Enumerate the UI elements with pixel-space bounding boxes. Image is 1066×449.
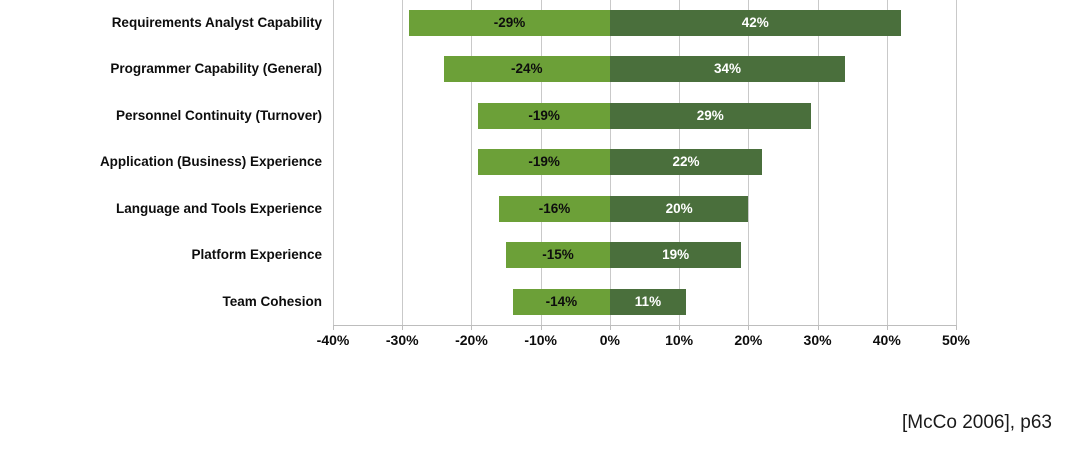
x-tick-label: 30% bbox=[803, 332, 832, 348]
bar-value-label: -14% bbox=[545, 293, 578, 309]
x-tick-label: 10% bbox=[665, 332, 694, 348]
tick-mark bbox=[609, 325, 611, 330]
chart-row: Platform Experience -15% 19% bbox=[0, 232, 1066, 278]
category-label: Team Cohesion bbox=[222, 293, 322, 309]
x-tick-label: 40% bbox=[872, 332, 901, 348]
bar-value-label: -19% bbox=[528, 107, 560, 123]
chart-row: Application (Business) Experience -19% 22% bbox=[0, 139, 1066, 185]
gridline bbox=[471, 0, 473, 325]
bar-negative: -19% bbox=[478, 102, 610, 129]
chart-row: Personnel Continuity (Turnover) -19% 29% bbox=[0, 93, 1066, 139]
x-tick-label: 50% bbox=[941, 332, 971, 348]
bar-value-label: 34% bbox=[714, 61, 742, 77]
bar-value-label: -19% bbox=[528, 154, 560, 170]
bar-negative: -15% bbox=[506, 242, 610, 269]
bar-positive: 11% bbox=[609, 288, 687, 315]
tick-mark bbox=[679, 325, 681, 330]
gridline bbox=[886, 0, 888, 325]
x-tick-label: 20% bbox=[734, 332, 763, 348]
bar-value-label: 42% bbox=[741, 15, 769, 30]
bar-value-label: 20% bbox=[665, 200, 693, 216]
bar-value-label: 19% bbox=[662, 247, 690, 263]
bar-value-label: 22% bbox=[672, 154, 700, 170]
bar-negative: -24% bbox=[443, 56, 610, 83]
bar-positive: 22% bbox=[609, 149, 763, 176]
category-label: Platform Experience bbox=[191, 247, 322, 263]
bar-value-label: -29% bbox=[493, 15, 526, 30]
x-tick-label: -40% bbox=[316, 332, 350, 348]
category-label: Application (Business) Experience bbox=[99, 154, 322, 170]
bar-negative: -19% bbox=[478, 149, 610, 176]
chart-row: Programmer Capability (General) -24% 34% bbox=[0, 46, 1066, 92]
gridline bbox=[956, 0, 957, 325]
category-label: Programmer Capability (General) bbox=[110, 61, 322, 77]
bar-positive: 19% bbox=[609, 242, 742, 269]
category-label: Personnel Continuity (Turnover) bbox=[115, 107, 322, 123]
tick-mark bbox=[402, 325, 404, 330]
bar-value-label: 29% bbox=[696, 107, 724, 123]
chart-row: Language and Tools Experience -16% 20% bbox=[0, 186, 1066, 232]
bar-value-label: -24% bbox=[511, 61, 543, 77]
tick-mark bbox=[817, 325, 819, 330]
gridline bbox=[333, 0, 334, 325]
bar-positive: 29% bbox=[609, 102, 811, 129]
x-tick-label: -20% bbox=[455, 332, 488, 348]
x-tick-label: 0% bbox=[599, 332, 620, 348]
source-caption: [McCo 2006], p63 bbox=[902, 412, 1052, 433]
tick-mark bbox=[886, 325, 888, 330]
bar-value-label: -16% bbox=[538, 200, 571, 216]
bar-positive: 42% bbox=[609, 10, 901, 36]
bar-negative: -29% bbox=[409, 10, 610, 36]
bar-value-label: 11% bbox=[634, 293, 662, 309]
tick-mark bbox=[471, 325, 473, 330]
chart-row: Requirements Analyst Capability -29% 42% bbox=[0, 0, 1066, 46]
tick-mark bbox=[333, 325, 334, 330]
tick-mark bbox=[748, 325, 750, 330]
tick-mark bbox=[540, 325, 542, 330]
bar-negative: -16% bbox=[499, 195, 610, 222]
bar-positive: 34% bbox=[609, 56, 846, 83]
x-tick-label: -10% bbox=[524, 332, 557, 348]
tick-mark bbox=[956, 325, 957, 330]
category-label: Requirements Analyst Capability bbox=[111, 15, 322, 30]
category-label: Language and Tools Experience bbox=[115, 200, 322, 216]
bar-negative: -14% bbox=[512, 288, 610, 315]
gridline bbox=[817, 0, 819, 325]
bar-positive: 20% bbox=[609, 195, 749, 222]
x-axis-line bbox=[333, 325, 956, 326]
bar-value-label: -15% bbox=[542, 247, 574, 263]
x-tick-label: -30% bbox=[385, 332, 419, 348]
chart-row: Team Cohesion -14% 11% bbox=[0, 279, 1066, 325]
gridline bbox=[402, 0, 404, 325]
